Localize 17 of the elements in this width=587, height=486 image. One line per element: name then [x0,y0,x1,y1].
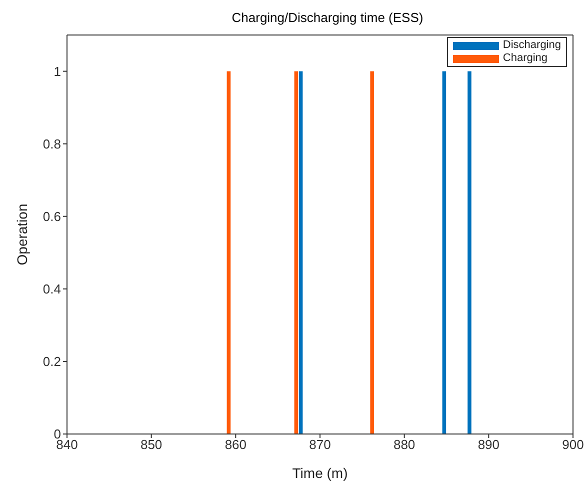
x-axis-title: Time (m) [292,465,348,481]
y-tick-label: 0.4 [42,282,61,297]
y-tick-label: 0.6 [42,208,61,224]
y-axis-title: Operation [14,204,30,266]
y-tick-label: 0.2 [42,354,61,370]
legend-label: Discharging [502,39,561,52]
y-tick-label: 0.8 [42,136,61,152]
x-tick-label: 860 [224,437,247,452]
x-tick-label: 900 [562,437,584,452]
y-tick-label: 1 [54,64,61,79]
x-tick-label: 890 [478,437,500,452]
x-tick-label: 840 [56,437,78,452]
chart-title: Charging/Discharging time (ESS) [230,9,424,27]
x-tick-label: 880 [393,437,416,452]
x-tick-label: 850 [140,437,162,452]
legend-label: Charging [502,52,548,65]
x-tick-label: 870 [309,437,331,452]
